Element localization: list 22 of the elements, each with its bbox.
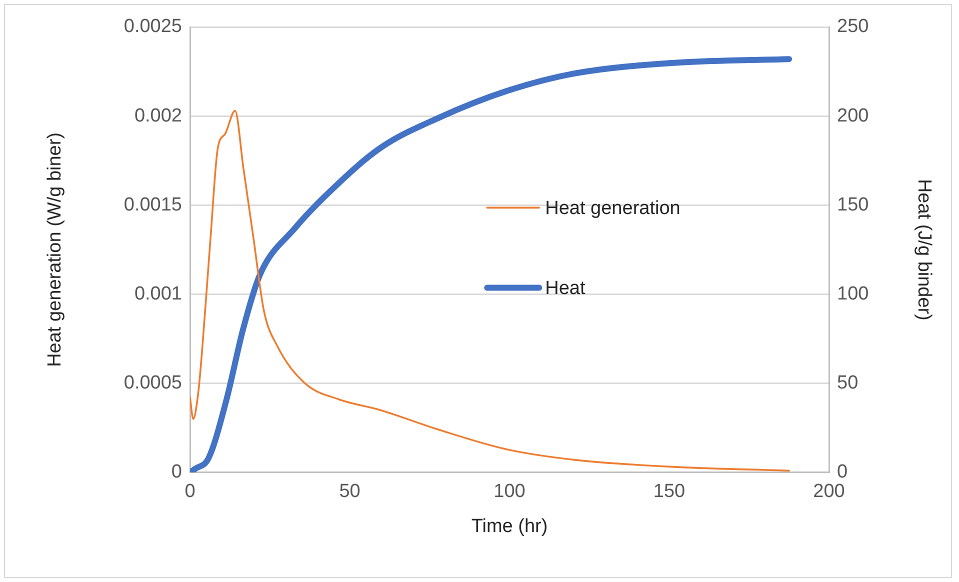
x-tick-label: 100	[494, 481, 526, 502]
y-tick-label: 0.001	[134, 283, 182, 304]
y2-tick-label: 150	[837, 194, 869, 216]
y-tick-label: 0	[171, 462, 182, 483]
y-tick-label: 0.0005	[124, 372, 182, 394]
y2-tick-label: 50	[837, 372, 858, 394]
x-tick-label: 200	[813, 481, 845, 502]
y2-tick-label: 100	[837, 283, 869, 304]
x-tick-label: 150	[653, 481, 686, 502]
legend-label: Heat generation	[545, 198, 680, 219]
y-tick-label: 0.0025	[124, 16, 182, 38]
y2-axis-title: Heat (J/g binder)	[913, 178, 934, 320]
y2-tick-label: 250	[837, 16, 869, 38]
y2-tick-label: 200	[837, 105, 869, 126]
y2-tick-label: 0	[837, 462, 848, 483]
y-tick-label: 0.002	[134, 105, 182, 126]
x-tick-label: 0	[184, 481, 196, 502]
y-axis-title: Heat generation (W/g biner)	[44, 132, 66, 367]
x-tick-label: 50	[339, 481, 360, 502]
x-axis-title: Time (hr)	[471, 516, 548, 537]
y-tick-label: 0.0015	[124, 194, 182, 216]
legend-label: Heat	[545, 278, 586, 299]
